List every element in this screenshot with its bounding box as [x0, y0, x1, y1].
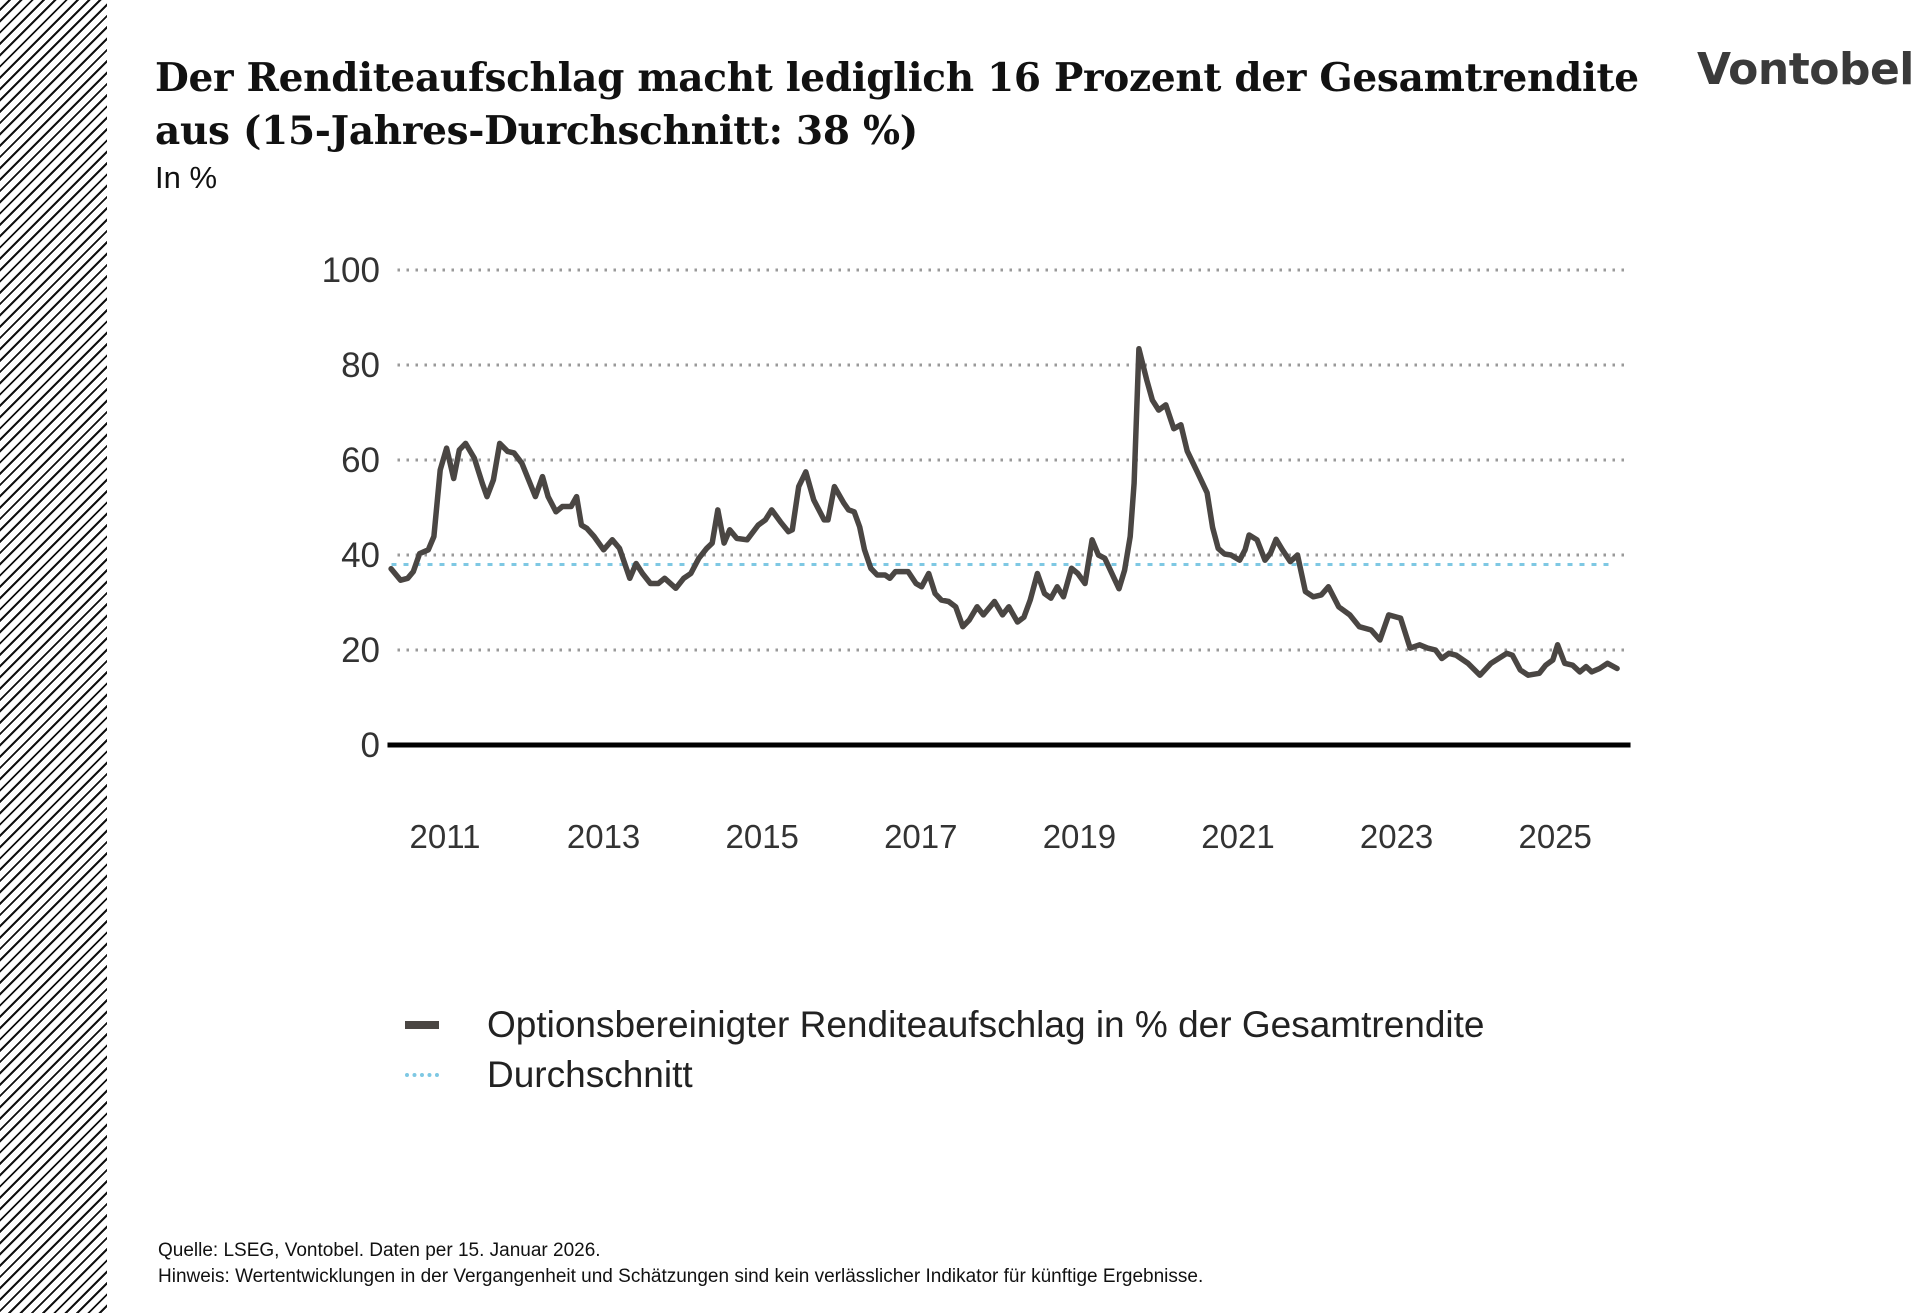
- legend-item-average: Durchschnitt: [405, 1050, 1485, 1100]
- disclaimer-note: Hinweis: Wertentwicklungen in der Vergan…: [158, 1266, 1204, 1287]
- x-tick-label: 2019: [1043, 818, 1116, 855]
- legend-label-average: Durchschnitt: [487, 1054, 693, 1095]
- source-note: Quelle: LSEG, Vontobel. Daten per 15. Ja…: [158, 1240, 601, 1261]
- y-tick-label: 20: [341, 631, 380, 670]
- y-tick-label: 40: [341, 536, 380, 575]
- legend: Optionsbereinigter Renditeaufschlag in %…: [405, 1000, 1485, 1100]
- legend-label-series: Optionsbereinigter Renditeaufschlag in %…: [487, 1004, 1485, 1045]
- vontobel-logo: Vontobel: [1697, 44, 1914, 95]
- x-tick-label: 2021: [1201, 818, 1274, 855]
- legend-swatch-series: [405, 1021, 439, 1029]
- hatched-side-band: [0, 0, 107, 1313]
- gridlines: [387, 268, 1631, 748]
- x-tick-label: 2015: [725, 818, 798, 855]
- x-tick-label: 2023: [1360, 818, 1433, 855]
- y-tick-labels: 0 20 40 60 80 100: [322, 251, 380, 765]
- y-tick-label: 60: [341, 441, 380, 480]
- y-tick-label: 80: [341, 346, 380, 385]
- x-tick-label: 2013: [567, 818, 640, 855]
- y-tick-label: 100: [322, 251, 380, 290]
- series-line: [388, 346, 1620, 678]
- x-tick-label: 2017: [884, 818, 957, 855]
- unit-label: In %: [155, 160, 218, 195]
- x-tick-labels: 2011 2013 2015 2017 2019 2021 2023 2025: [410, 818, 1592, 855]
- legend-swatch-average: [405, 1073, 439, 1077]
- chart-title: Der Renditeaufschlag macht lediglich 16 …: [155, 55, 1639, 154]
- legend-item-series: Optionsbereinigter Renditeaufschlag in %…: [405, 1000, 1485, 1050]
- y-tick-label: 0: [361, 726, 380, 765]
- series-lines: [388, 346, 1620, 678]
- x-tick-label: 2011: [410, 818, 481, 855]
- footnotes: Quelle: LSEG, Vontobel. Daten per 15. Ja…: [158, 1238, 1203, 1290]
- x-tick-label: 2025: [1518, 818, 1591, 855]
